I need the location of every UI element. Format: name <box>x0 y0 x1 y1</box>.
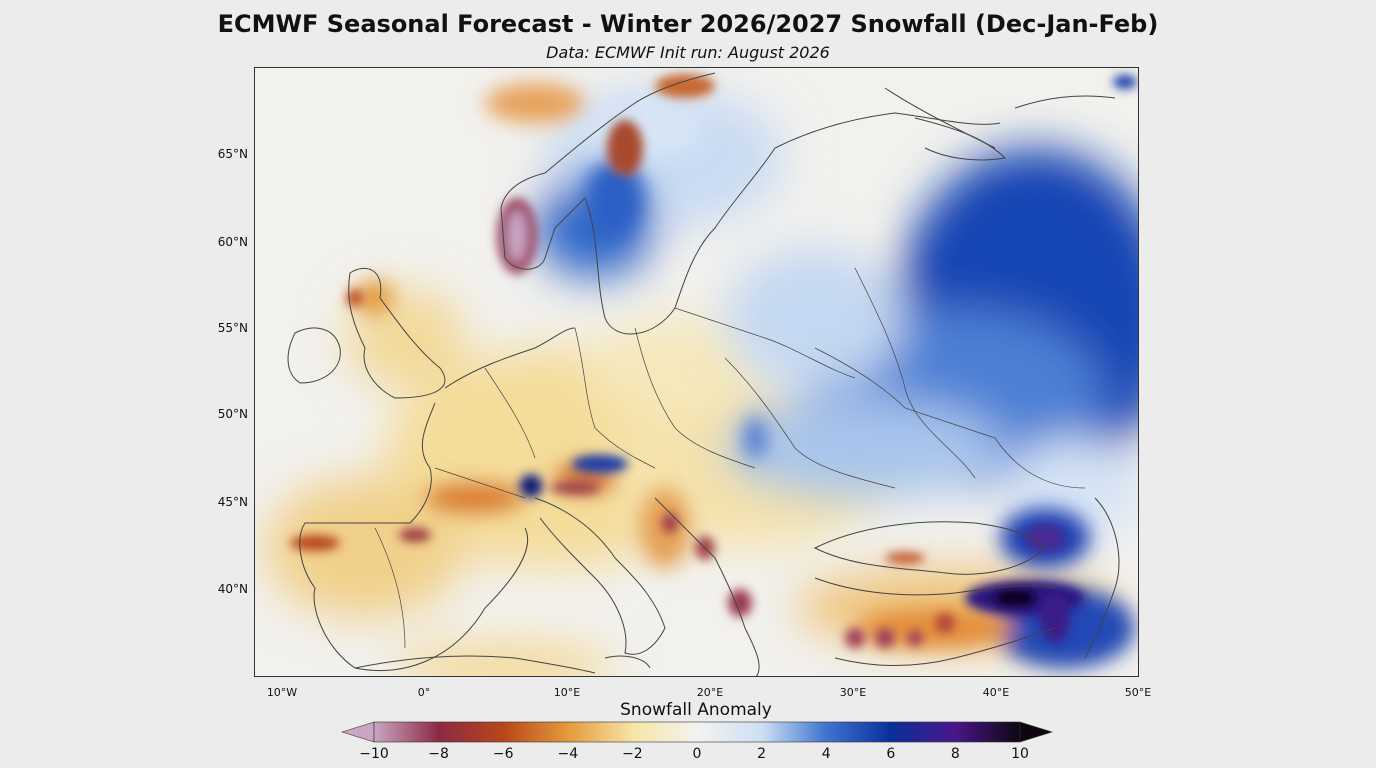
colorbar-min-arrow <box>340 721 375 743</box>
lat-label-65n: 65°N <box>217 147 248 161</box>
lat-label-60n: 60°N <box>217 235 248 249</box>
colorbar-tick-label: −2 <box>622 746 643 762</box>
lat-label-50n: 50°N <box>217 407 248 421</box>
lon-label-10w: 10°W <box>266 686 298 699</box>
lon-label-0: 0° <box>417 686 431 699</box>
lon-label-40e: 40°E <box>982 686 1010 699</box>
lat-label-55n: 55°N <box>217 321 248 335</box>
colorbar-tick-label: 10 <box>1011 746 1029 762</box>
colorbar-tick-label: 4 <box>821 746 831 762</box>
colorbar-tick-label: −8 <box>428 746 449 762</box>
colorbar-tick-label: 8 <box>950 746 960 762</box>
hotspots <box>290 74 1137 648</box>
lon-label-30e: 30°E <box>839 686 867 699</box>
colorbar-tick-label: 6 <box>886 746 896 762</box>
colorbar-tick-label: −10 <box>359 746 389 762</box>
coastlines <box>287 72 1120 676</box>
colorbar <box>340 721 1054 743</box>
colorbar-max-arrow <box>1019 721 1054 743</box>
chart-subtitle: Data: ECMWF Init run: August 2026 <box>546 43 830 62</box>
europe-snowfall-map <box>265 72 1138 676</box>
lon-label-20e: 20°E <box>696 686 724 699</box>
lon-label-50e: 50°E <box>1124 686 1152 699</box>
colorbar-tick-label: 0 <box>692 746 702 762</box>
lon-label-10e: 10°E <box>553 686 581 699</box>
lat-label-45n: 45°N <box>217 495 248 509</box>
lat-label-40n: 40°N <box>217 582 248 596</box>
map-frame <box>254 67 1139 677</box>
colorbar-tick-label: 2 <box>757 746 767 762</box>
chart-title: ECMWF Seasonal Forecast - Winter 2026/20… <box>217 10 1159 38</box>
colorbar-title: Snowfall Anomaly <box>620 700 772 720</box>
colorbar-tick-label: −4 <box>557 746 579 762</box>
colorbar-gradient <box>373 721 1021 743</box>
colorbar-tick-label: −6 <box>492 746 514 762</box>
